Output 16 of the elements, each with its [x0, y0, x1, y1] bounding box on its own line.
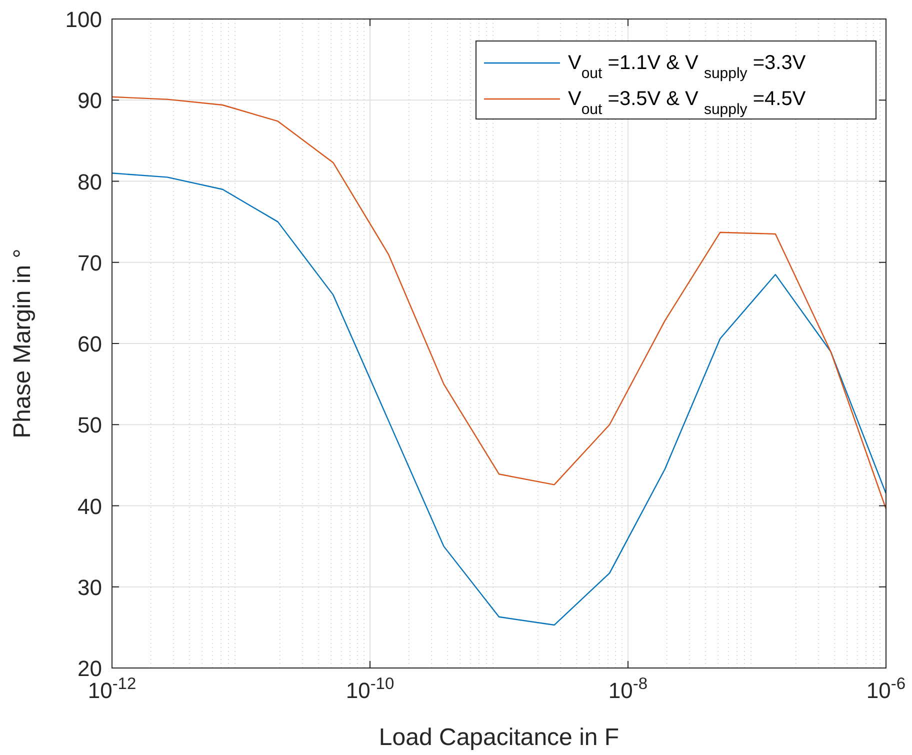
y-tick-label: 80 [78, 169, 102, 194]
x-axis-title: Load Capacitance in F [378, 724, 620, 751]
x-tick-label: 10$^{-6}$ [866, 675, 906, 703]
y-tick-label: 90 [78, 88, 102, 114]
y-tick-label: 30 [78, 574, 102, 600]
y-axis-title: Phase Margin in ° [9, 248, 36, 438]
legend-label: V$_{out}$ =1.1V & V $_{supply}$ =3.3V [568, 52, 806, 82]
legend-label: V$_{out}$ =3.5V & V $_{supply}$ =4.5V [568, 88, 806, 118]
x-tick-label: 10$^{-8}$ [608, 675, 648, 703]
line-series [111, 172, 887, 626]
y-tick-label: 100 [65, 7, 102, 32]
x-tick-label: 10$^{-10}$ [346, 675, 394, 703]
y-tick-label: 40 [78, 494, 102, 519]
y-tick-label: 50 [78, 412, 102, 438]
y-tick-label: 70 [78, 250, 102, 276]
y-tick-label: 60 [78, 332, 102, 356]
